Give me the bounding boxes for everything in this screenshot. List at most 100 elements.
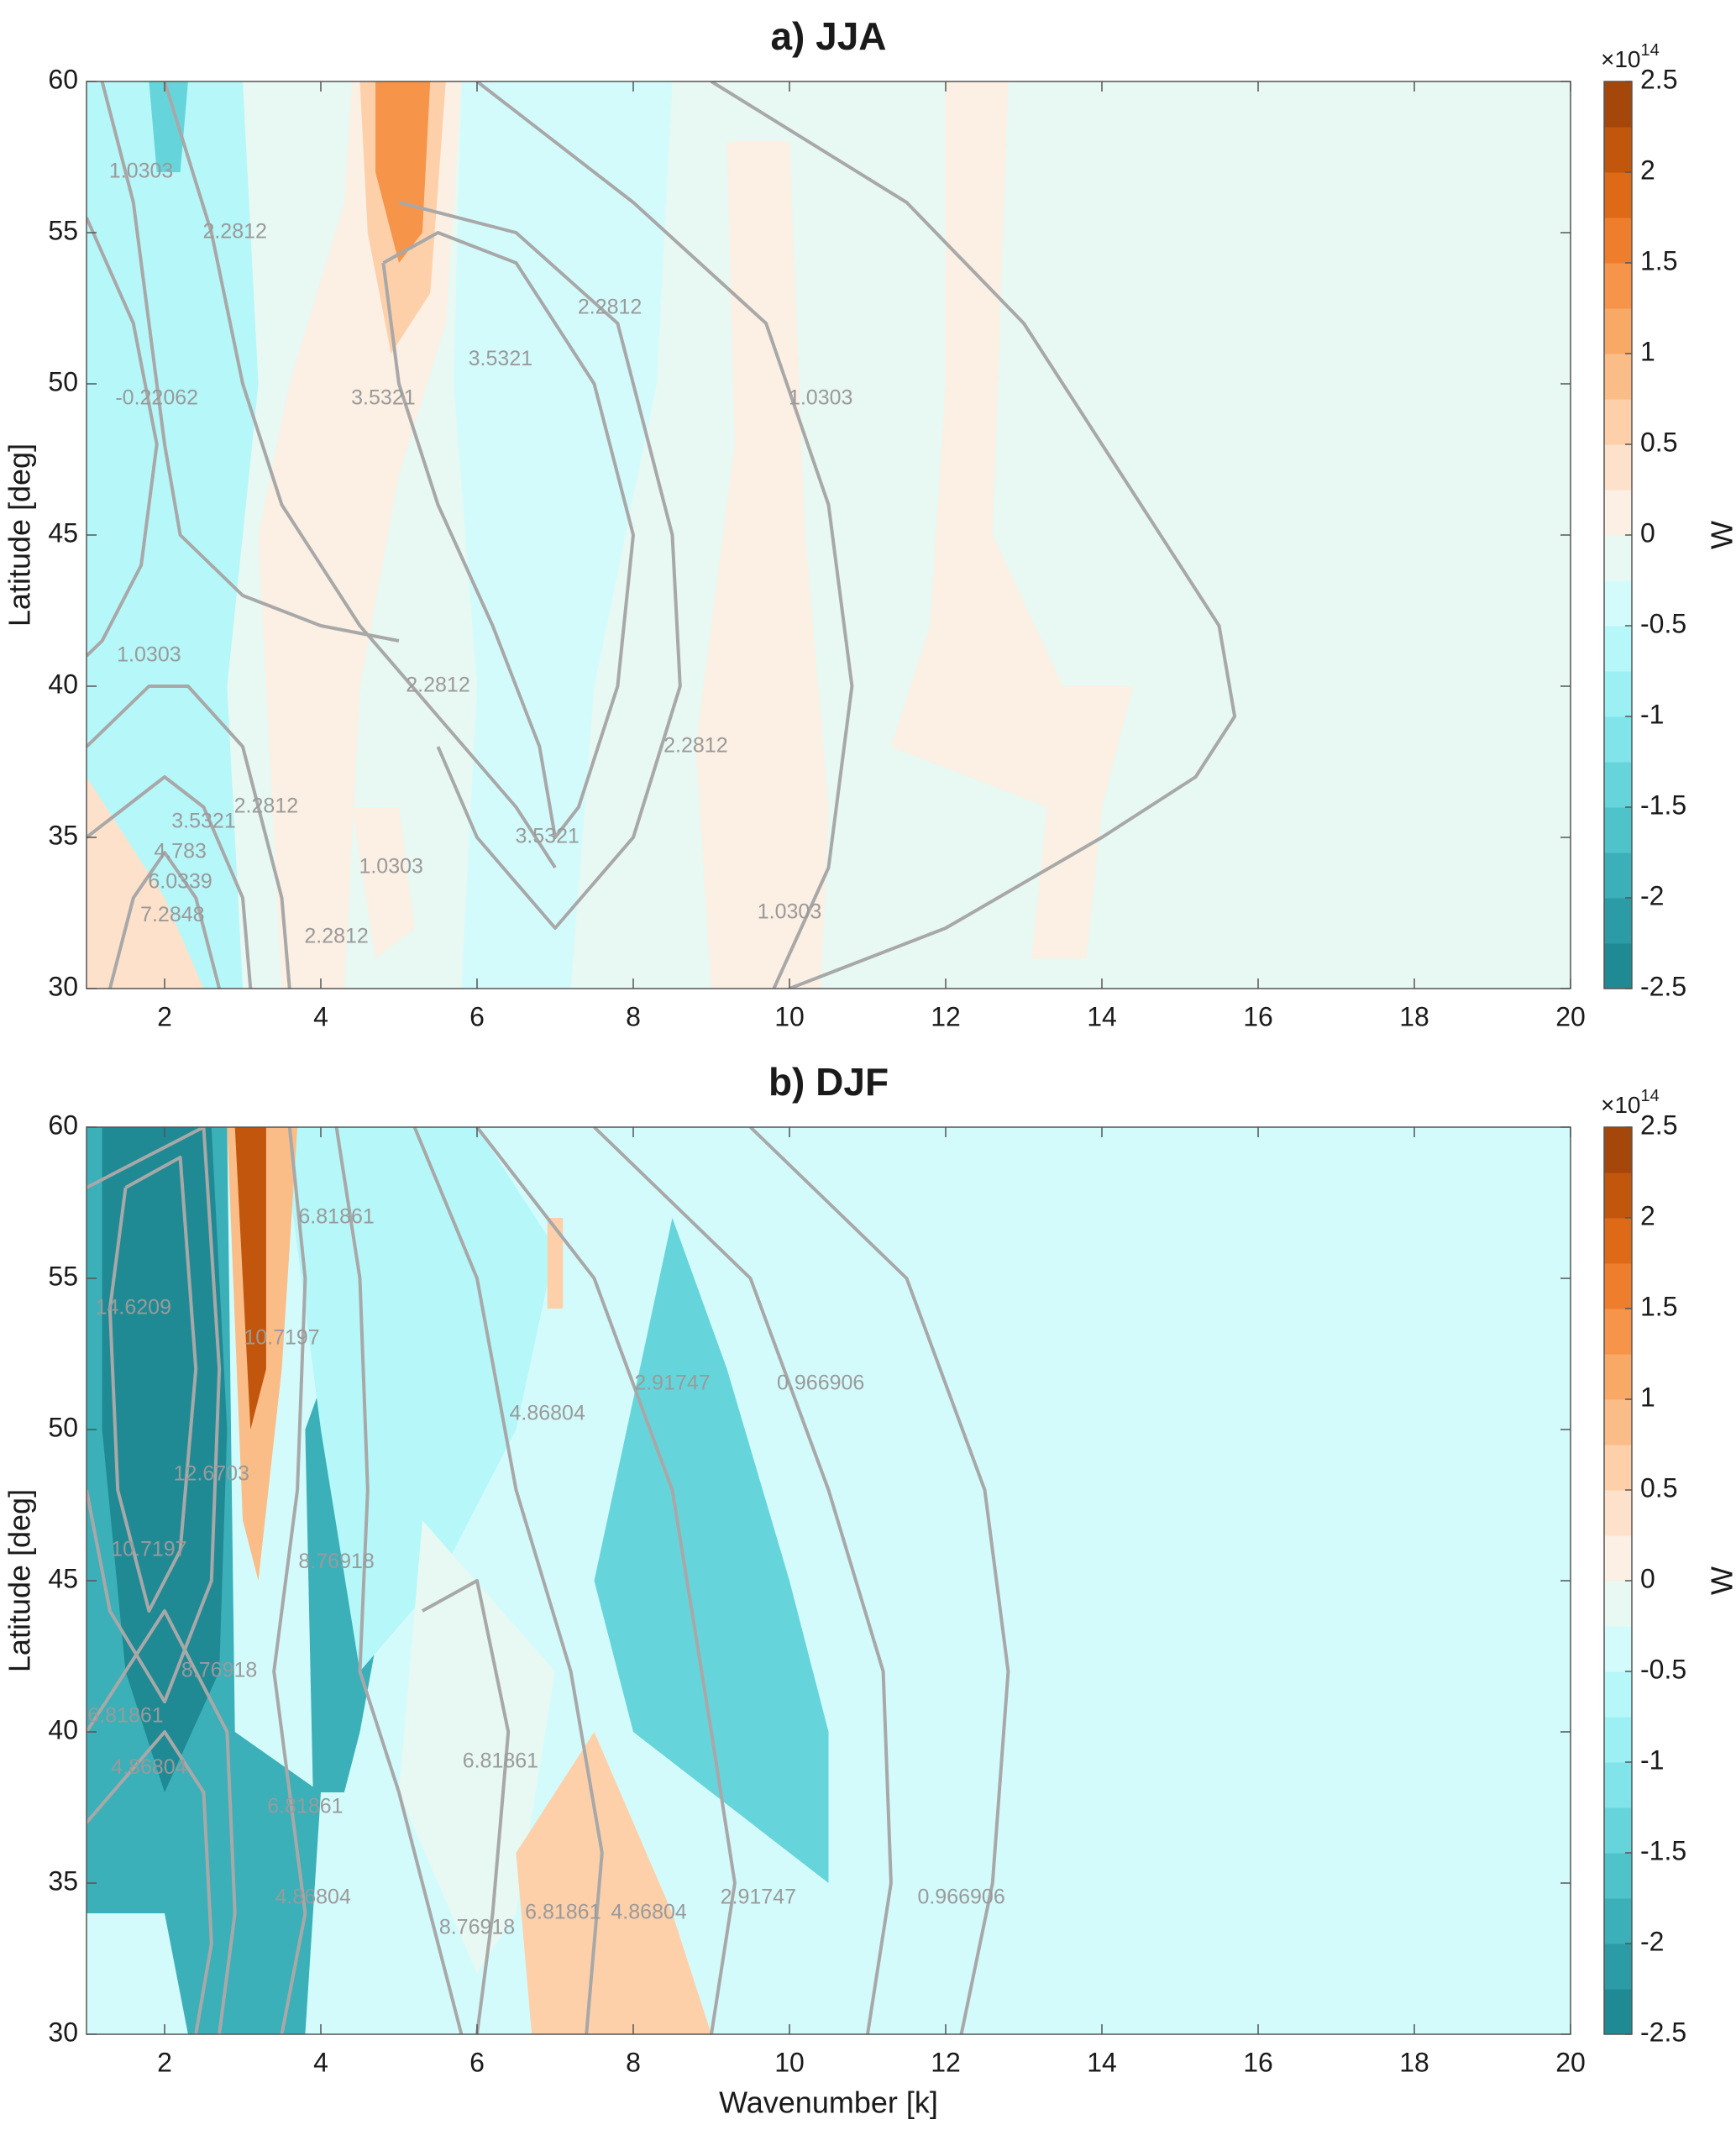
x-tick-label: 18 (1399, 2047, 1429, 2077)
x-tick-label: 12 (931, 2047, 961, 2077)
colorbar-swatch (1604, 308, 1632, 354)
contour-label: 12.6703 (174, 1462, 249, 1486)
contour-label: 6.0339 (148, 870, 212, 894)
contour-line (421, 1579, 511, 2034)
contour-line (87, 1730, 213, 2034)
contour-line (87, 685, 291, 989)
contour-label: 4.86804 (275, 1886, 351, 1909)
contour-label: 2.2812 (304, 924, 368, 947)
contour-label: 2.2812 (406, 674, 469, 697)
filled-region (102, 1127, 228, 1792)
colorbar-tick-label: -1.5 (1640, 1835, 1686, 1865)
contour-label: -0.22062 (115, 386, 198, 410)
colorbar-tick-label: 2.5 (1640, 64, 1677, 94)
contour-label: 1.0303 (117, 643, 181, 667)
contour-line (87, 1127, 222, 1703)
x-tick-label: 12 (931, 1001, 961, 1031)
contour-label: 3.5321 (515, 825, 579, 848)
contour-line (334, 1127, 464, 2034)
contour-label: 10.7197 (244, 1326, 319, 1350)
contour-label: 0.966906 (777, 1372, 864, 1395)
colorbar-tick-label: -2.5 (1640, 2017, 1686, 2047)
contour-label: 1.0303 (789, 386, 852, 410)
contour-label: 7.2848 (140, 903, 204, 926)
colorbar-tick-label: -2.5 (1640, 971, 1686, 1001)
colorbar-swatch (1604, 1127, 1632, 1173)
x-tick-label: 16 (1243, 2047, 1273, 2077)
colorbar-swatch (1604, 1944, 1632, 1990)
colorbar-swatch (1604, 218, 1632, 264)
contour-line (108, 851, 222, 989)
colorbar-swatch (1604, 853, 1632, 899)
colorbar-swatch (1604, 1853, 1632, 1899)
colorbar-tick-label: 1.5 (1640, 1291, 1677, 1321)
colorbar-tick-label: 1 (1640, 1382, 1655, 1412)
y-tick-label: 30 (48, 971, 78, 1001)
contour-line (593, 1127, 893, 2034)
colorbar-swatch (1604, 1989, 1632, 2035)
contour-label: 8.76918 (181, 1659, 257, 1682)
colorbar-tick-label: -1.5 (1640, 790, 1686, 820)
contour-label: 4.86804 (111, 1755, 186, 1779)
filled-region (399, 1520, 555, 1974)
contour-label: 6.81861 (87, 1704, 163, 1728)
colorbar-scale: ×1014 (1601, 1087, 1660, 1118)
filled-region (594, 1218, 829, 1883)
x-tick-label: 6 (469, 1001, 485, 1031)
colorbar-tick-label: 1 (1640, 336, 1655, 366)
colorbar-swatch (1604, 807, 1632, 853)
colorbar-swatch (1604, 1535, 1632, 1582)
colorbar-swatch (1604, 943, 1632, 989)
colorbar-scale-base: ×10 (1601, 46, 1641, 72)
colorbar-swatch (1604, 1671, 1632, 1718)
contour-label: 2.2812 (663, 734, 727, 758)
contour-line (87, 775, 253, 989)
colorbar-tick-label: 2.5 (1640, 1110, 1677, 1140)
colorbar-swatch (1604, 1309, 1632, 1355)
colorbar-tick-label: -0.5 (1640, 608, 1686, 638)
contour-label: 3.5321 (351, 386, 415, 410)
colorbar-swatch (1604, 1807, 1632, 1854)
x-tick-label: 10 (774, 2047, 805, 2077)
contour-label: 8.76918 (298, 1550, 374, 1573)
x-tick-label: 2 (157, 1001, 172, 1031)
colorbar-swatch (1604, 762, 1632, 808)
filled-region (352, 807, 415, 958)
y-tick-label: 50 (48, 1412, 78, 1442)
chart-title: b) DJF (768, 1060, 889, 1104)
colorbar-swatch (1604, 354, 1632, 400)
colorbar-tick-label: -1 (1640, 1744, 1664, 1775)
x-tick-label: 6 (469, 2047, 485, 2077)
x-tick-label: 14 (1087, 1001, 1117, 1031)
contour-line (475, 81, 854, 989)
colorbar-swatch (1604, 716, 1632, 763)
colorbar-tick-label: 0 (1640, 1563, 1655, 1593)
contour-label: 3.5321 (171, 810, 235, 833)
filled-region (375, 81, 431, 263)
contour-label: 6.81861 (298, 1205, 374, 1229)
y-tick-label: 40 (48, 1714, 78, 1744)
y-axis-label: Latitude [deg] (3, 1489, 37, 1672)
colorbar-swatch (1604, 127, 1632, 173)
contour-label: 2.2812 (578, 296, 642, 319)
colorbar-swatch (1604, 1762, 1632, 1808)
contour-label: 2.91747 (721, 1886, 796, 1909)
x-tick-label: 20 (1555, 1001, 1586, 1031)
contour-line (475, 1127, 737, 2034)
y-tick-label: 45 (48, 1563, 78, 1593)
colorbar-tick-label: 0.5 (1640, 427, 1677, 457)
contour-line (87, 1609, 237, 2034)
y-tick-label: 60 (48, 64, 78, 94)
y-tick-label: 35 (48, 820, 78, 850)
colorbar-label: W (1705, 521, 1736, 549)
colorbar-tick-label: 0 (1640, 517, 1655, 548)
filled-region (149, 81, 188, 172)
y-axis-label: Latitude [deg] (3, 443, 37, 627)
colorbar-swatch (1604, 444, 1632, 491)
contour-line (272, 1127, 307, 2034)
contour-label: 4.86804 (611, 1901, 686, 1924)
y-tick-label: 55 (48, 215, 78, 245)
colorbar-swatch (1604, 1581, 1632, 1627)
colorbar-swatch (1604, 399, 1632, 445)
colorbar-tick-label: 1.5 (1640, 245, 1677, 275)
